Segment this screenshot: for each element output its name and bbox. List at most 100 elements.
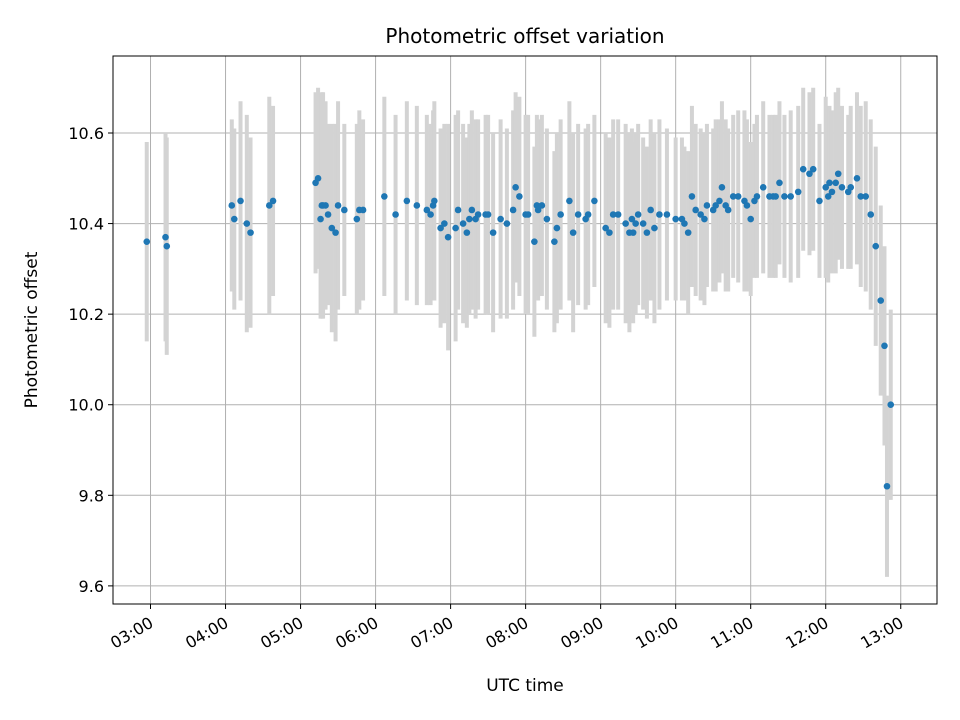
data-point <box>566 197 573 205</box>
data-point <box>857 193 865 200</box>
data-point <box>557 211 564 218</box>
data-point <box>634 211 642 218</box>
data-point <box>847 184 855 191</box>
data-point <box>468 206 476 214</box>
data-point <box>466 215 473 223</box>
data-point <box>824 193 832 200</box>
data-point <box>534 206 542 214</box>
data-point <box>712 202 719 209</box>
data-point <box>317 215 324 223</box>
data-point <box>569 229 577 236</box>
data-point <box>516 193 523 200</box>
data-point <box>692 206 699 214</box>
data-point <box>441 220 448 227</box>
data-point <box>359 206 367 214</box>
data-point <box>512 184 519 191</box>
data-point <box>734 193 742 200</box>
data-point <box>651 224 658 232</box>
data-point <box>574 211 582 218</box>
data-point <box>867 211 875 218</box>
data-point <box>718 184 726 191</box>
data-point <box>622 220 629 227</box>
data-point <box>463 229 471 236</box>
data-points <box>143 165 895 490</box>
data-point <box>834 170 842 178</box>
data-point <box>314 174 322 182</box>
y-tick-label: 10.4 <box>68 215 104 234</box>
data-point <box>609 211 617 218</box>
data-point <box>877 297 885 304</box>
data-point <box>423 206 431 214</box>
data-point <box>639 220 647 227</box>
data-point <box>324 211 332 218</box>
data-point <box>838 184 846 191</box>
data-point <box>672 215 679 223</box>
data-point <box>509 206 517 214</box>
data-point <box>332 229 339 236</box>
data-point <box>628 215 636 223</box>
data-point <box>781 193 788 200</box>
y-axis-ticks: 9.6 9.8 10.0 10.2 10.4 10.6 <box>68 124 113 596</box>
data-point <box>643 229 651 236</box>
data-point <box>776 179 783 187</box>
data-point <box>484 211 492 218</box>
data-point <box>413 202 421 209</box>
data-point <box>688 193 696 200</box>
y-tick-label: 10.6 <box>68 124 104 143</box>
chart-title: Photometric offset variation <box>385 24 664 48</box>
data-point <box>716 197 723 205</box>
data-point <box>353 215 361 223</box>
data-point <box>629 229 637 236</box>
data-point <box>656 211 663 218</box>
data-point <box>459 220 467 227</box>
data-point <box>753 193 761 200</box>
data-point <box>591 197 598 205</box>
data-point <box>237 197 244 205</box>
data-point <box>887 401 895 409</box>
data-point <box>437 224 444 232</box>
data-point <box>551 238 558 245</box>
data-point <box>799 165 807 173</box>
data-point <box>684 229 692 236</box>
y-tick-label: 9.6 <box>79 577 104 596</box>
data-point <box>832 179 840 187</box>
data-point <box>806 170 813 178</box>
data-point <box>143 238 151 245</box>
data-point <box>794 188 802 196</box>
data-point <box>881 342 888 350</box>
data-point <box>584 211 592 218</box>
data-point <box>606 229 613 236</box>
data-point <box>701 215 708 223</box>
data-point <box>681 220 688 227</box>
data-point <box>538 202 546 209</box>
data-point <box>647 206 654 214</box>
data-point <box>809 165 817 173</box>
data-point <box>228 202 236 209</box>
data-point <box>772 193 780 200</box>
data-point <box>392 211 399 218</box>
data-point <box>632 220 639 227</box>
data-point <box>403 197 411 205</box>
data-point <box>816 197 823 205</box>
y-tick-label: 10.2 <box>68 305 104 324</box>
data-point <box>524 211 532 218</box>
data-point <box>703 202 711 209</box>
data-point <box>162 233 169 241</box>
y-axis-title: Photometric offset <box>22 251 42 408</box>
data-point <box>883 482 891 490</box>
data-point <box>454 206 462 214</box>
data-point <box>427 211 434 218</box>
data-point <box>602 224 609 232</box>
data-point <box>341 206 348 214</box>
data-point <box>614 211 622 218</box>
data-point <box>729 193 737 200</box>
data-point <box>381 193 388 200</box>
data-point <box>474 211 482 218</box>
plot-area-frame <box>112 55 938 605</box>
data-point <box>759 184 767 191</box>
data-point <box>543 215 551 223</box>
data-point <box>489 229 497 236</box>
data-point <box>444 233 452 241</box>
